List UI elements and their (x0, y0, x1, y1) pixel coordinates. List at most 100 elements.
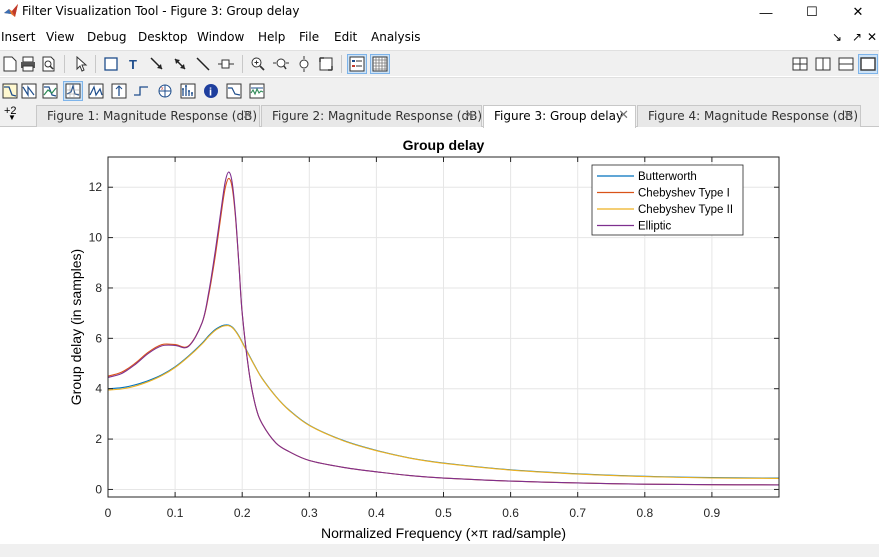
magnitude-and-phase-icon[interactable] (40, 81, 60, 101)
close-tab-icon[interactable]: ✕ (843, 108, 854, 123)
figure-tab-strip: +2 ▼ Figure 1: Magnitude Response (dB) ✕ … (0, 103, 879, 128)
tab-figure-3[interactable]: Figure 3: Group delay ✕ (483, 105, 636, 128)
insert-text-icon[interactable]: T (124, 54, 144, 74)
status-bar (0, 544, 879, 557)
pole-zero-plot-icon[interactable]: x (155, 81, 175, 101)
menu-file[interactable]: File (299, 30, 320, 44)
tab-overflow-menu[interactable]: +2 ▼ (4, 105, 17, 122)
x-tick-label: 0.2 (234, 506, 251, 520)
chevron-down-icon: ▼ (8, 113, 16, 122)
filter-coefficients-icon[interactable] (178, 81, 198, 101)
dock-arrow-icon[interactable]: ↘ (832, 30, 843, 44)
axis-ticks: 0 0.1 0.2 0.3 0.4 0.5 0.6 0.7 0.8 0.9 0 2 4 6 8 10 12 (89, 157, 779, 520)
magnitude-response-icon[interactable] (0, 81, 20, 101)
x-tick-label: 0.7 (569, 506, 586, 520)
insert-arrow-icon[interactable] (147, 54, 167, 74)
left-right-layout-icon[interactable] (813, 54, 833, 74)
y-tick-label: 12 (89, 180, 103, 194)
menu-desktop[interactable]: Desktop (138, 30, 188, 44)
magnitude-response-estimate-icon[interactable] (224, 81, 244, 101)
chart-title: Group delay (403, 137, 485, 153)
pin-annotation-icon[interactable] (216, 54, 236, 74)
menu-insert[interactable]: Insert (1, 30, 36, 44)
minimize-button[interactable]: — (759, 4, 773, 20)
zoom-x-icon[interactable] (271, 54, 291, 74)
impulse-response-icon[interactable] (109, 81, 129, 101)
filter-information-icon[interactable]: i (201, 81, 221, 101)
toolbar-separator (64, 55, 65, 73)
undock-arrow-icon[interactable]: ↗ (852, 30, 863, 44)
menu-debug[interactable]: Debug (87, 30, 127, 44)
new-figure-icon[interactable] (0, 54, 20, 74)
y-tick-label: 8 (95, 281, 102, 295)
zoom-y-icon[interactable] (294, 54, 314, 74)
menu-bar: Insert View Debug Desktop Window Help Fi… (0, 27, 879, 49)
group-delay-icon[interactable] (63, 81, 83, 101)
toolbar-separator (95, 55, 96, 73)
close-tab-icon[interactable]: ✕ (242, 108, 253, 123)
step-response-icon[interactable] (131, 81, 151, 101)
legend-toggle-icon[interactable] (347, 54, 367, 74)
menu-window[interactable]: Window (197, 30, 245, 44)
y-tick-label: 2 (95, 432, 102, 446)
tab-label: Figure 4: Magnitude Response (dB) (648, 109, 858, 123)
phase-delay-icon[interactable] (86, 81, 106, 101)
menu-edit[interactable]: Edit (334, 30, 358, 44)
close-window-button[interactable]: ✕ (852, 4, 864, 19)
top-bottom-layout-icon[interactable] (836, 54, 856, 74)
legend-entry: Butterworth (638, 171, 697, 183)
series-line-elliptic[interactable] (107, 171, 780, 486)
y-tick-label: 0 (95, 482, 102, 496)
x-tick-label: 0.1 (167, 506, 184, 520)
insert-rectangle-icon[interactable] (101, 54, 121, 74)
close-tab-icon[interactable]: ✕ (464, 108, 475, 123)
insert-double-arrow-icon[interactable] (170, 54, 190, 74)
legend-entry: Chebyshev Type I (638, 188, 730, 200)
x-tick-label: 0.4 (368, 506, 385, 520)
analysis-toolbar: x i (0, 77, 879, 103)
tab-overflow-label: +2 (4, 105, 17, 117)
close-figure-icon[interactable]: ✕ (867, 30, 878, 44)
figure-toolbar: T (0, 50, 879, 76)
svg-text:T: T (129, 57, 137, 72)
edit-plot-arrow-icon[interactable] (71, 54, 91, 74)
phase-response-icon[interactable] (19, 81, 39, 101)
x-tick-label: 0.3 (301, 506, 318, 520)
x-tick-label: 0.9 (704, 506, 721, 520)
print-icon[interactable] (18, 54, 38, 74)
y-tick-label: 10 (89, 231, 103, 245)
single-layout-icon[interactable] (858, 54, 878, 74)
x-tick-label: 0.8 (636, 506, 653, 520)
legend[interactable]: Butterworth Chebyshev Type I Chebyshev Typ… (591, 164, 744, 236)
tab-figure-2[interactable]: Figure 2: Magnitude Response (dB) ✕ (261, 105, 482, 127)
legend-entry: Chebyshev Type II (638, 204, 733, 216)
menu-analysis[interactable]: Analysis (371, 30, 421, 44)
zoom-to-fit-icon[interactable] (316, 54, 336, 74)
tab-label: Figure 1: Magnitude Response (dB) (47, 109, 257, 123)
tab-label: Figure 3: Group delay (494, 109, 624, 123)
x-tick-label: 0 (105, 506, 112, 520)
tab-figure-4[interactable]: Figure 4: Magnitude Response (dB) ✕ (637, 105, 861, 127)
y-tick-label: 6 (95, 331, 102, 345)
insert-line-icon[interactable] (193, 54, 213, 74)
menu-help[interactable]: Help (258, 30, 286, 44)
svg-text:x: x (161, 86, 164, 92)
series-line-chebyshev-type-ii[interactable] (107, 324, 780, 479)
group-delay-chart[interactable]: 0 0.1 0.2 0.3 0.4 0.5 0.6 0.7 0.8 0.9 0 2 4 6 8 10 12 Gr… (0, 128, 879, 544)
maximize-button[interactable]: ☐ (806, 4, 818, 19)
title-bar: Filter Visualization Tool - Figure 3: Gr… (0, 0, 879, 24)
toolbar-separator (242, 55, 243, 73)
x-axis-label: Normalized Frequency (×π rad/sample) (321, 525, 566, 541)
print-preview-icon[interactable] (39, 54, 59, 74)
tab-figure-1[interactable]: Figure 1: Magnitude Response (dB) ✕ (36, 105, 260, 127)
close-tab-icon[interactable]: ✕ (618, 108, 629, 123)
grid-toggle-icon[interactable] (370, 54, 390, 74)
legend-entry: Elliptic (638, 221, 671, 233)
legend-box (591, 164, 744, 236)
tile-layout-icon[interactable] (790, 54, 810, 74)
zoom-in-icon[interactable] (248, 54, 268, 74)
menu-view[interactable]: View (46, 30, 75, 44)
round-off-noise-icon[interactable] (247, 81, 267, 101)
svg-text:i: i (209, 87, 212, 99)
